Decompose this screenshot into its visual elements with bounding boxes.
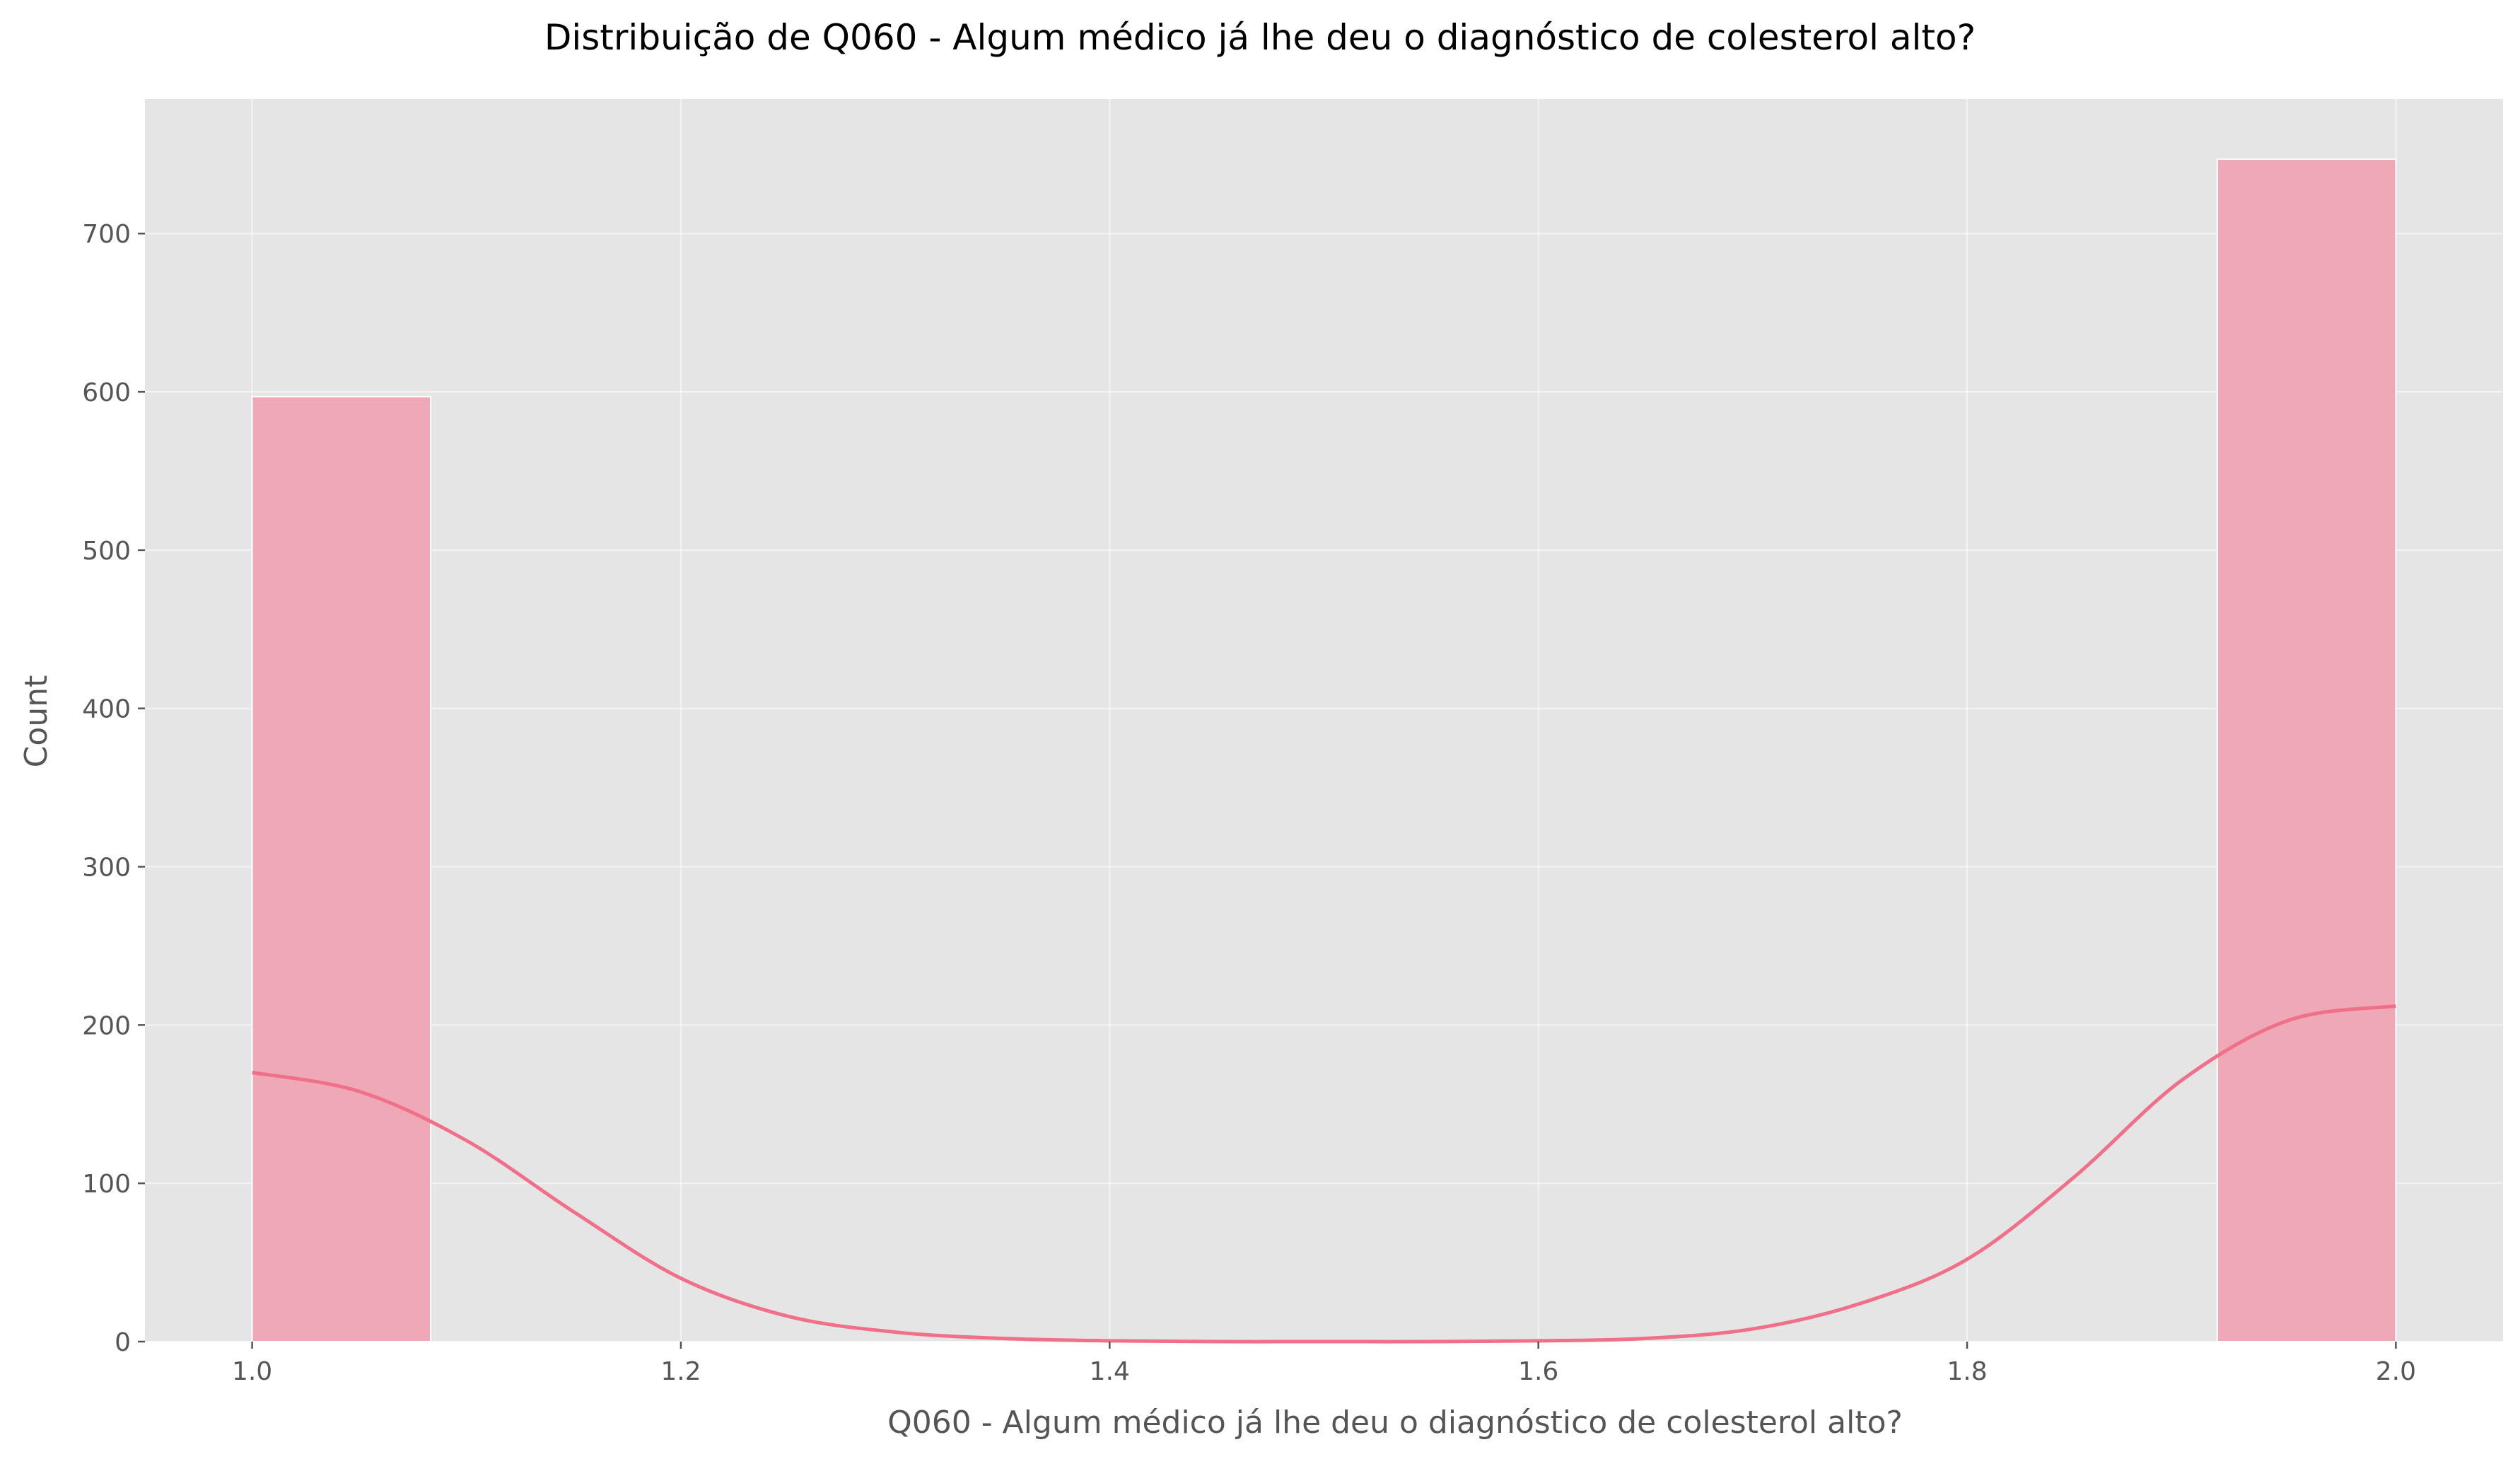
plot-area (145, 99, 2503, 1342)
x-tick-label-5: 2.0 (2376, 1357, 2416, 1386)
kde-line (252, 1004, 2396, 1344)
x-tick-label-2: 1.4 (1090, 1357, 1130, 1386)
x-axis-label: Q060 - Algum médico já lhe deu o diagnós… (887, 1405, 1903, 1441)
y-tick-label-5: 500 (82, 537, 131, 566)
y-tick-label-2: 200 (82, 1011, 131, 1040)
chart-title: Distribuição de Q060 - Algum médico já l… (544, 17, 1976, 58)
y-tick-label-7: 700 (82, 220, 131, 249)
x-tick-label-3: 1.6 (1518, 1357, 1558, 1386)
y-tick-label-1: 100 (82, 1170, 131, 1199)
x-tick-label-0: 1.0 (232, 1357, 272, 1386)
y-tick-label-4: 400 (82, 695, 131, 724)
bar-layer (251, 158, 2397, 1343)
histogram-bar-1 (2216, 158, 2397, 1342)
y-tick-label-3: 300 (82, 854, 131, 883)
x-tick-label-1: 1.2 (660, 1357, 701, 1386)
x-tick-label-4: 1.8 (1947, 1357, 1987, 1386)
histogram-bar-0 (251, 395, 432, 1343)
y-axis-label: Count (18, 675, 54, 768)
kde-layer (252, 1004, 2396, 1344)
axis-layer: 1.0 1.2 1.4 1.6 1.8 2.0 0 100 200 300 400 500 600 700 (82, 220, 2416, 1386)
y-tick-label-6: 600 (82, 378, 131, 407)
y-tick-label-0: 0 (115, 1328, 131, 1357)
